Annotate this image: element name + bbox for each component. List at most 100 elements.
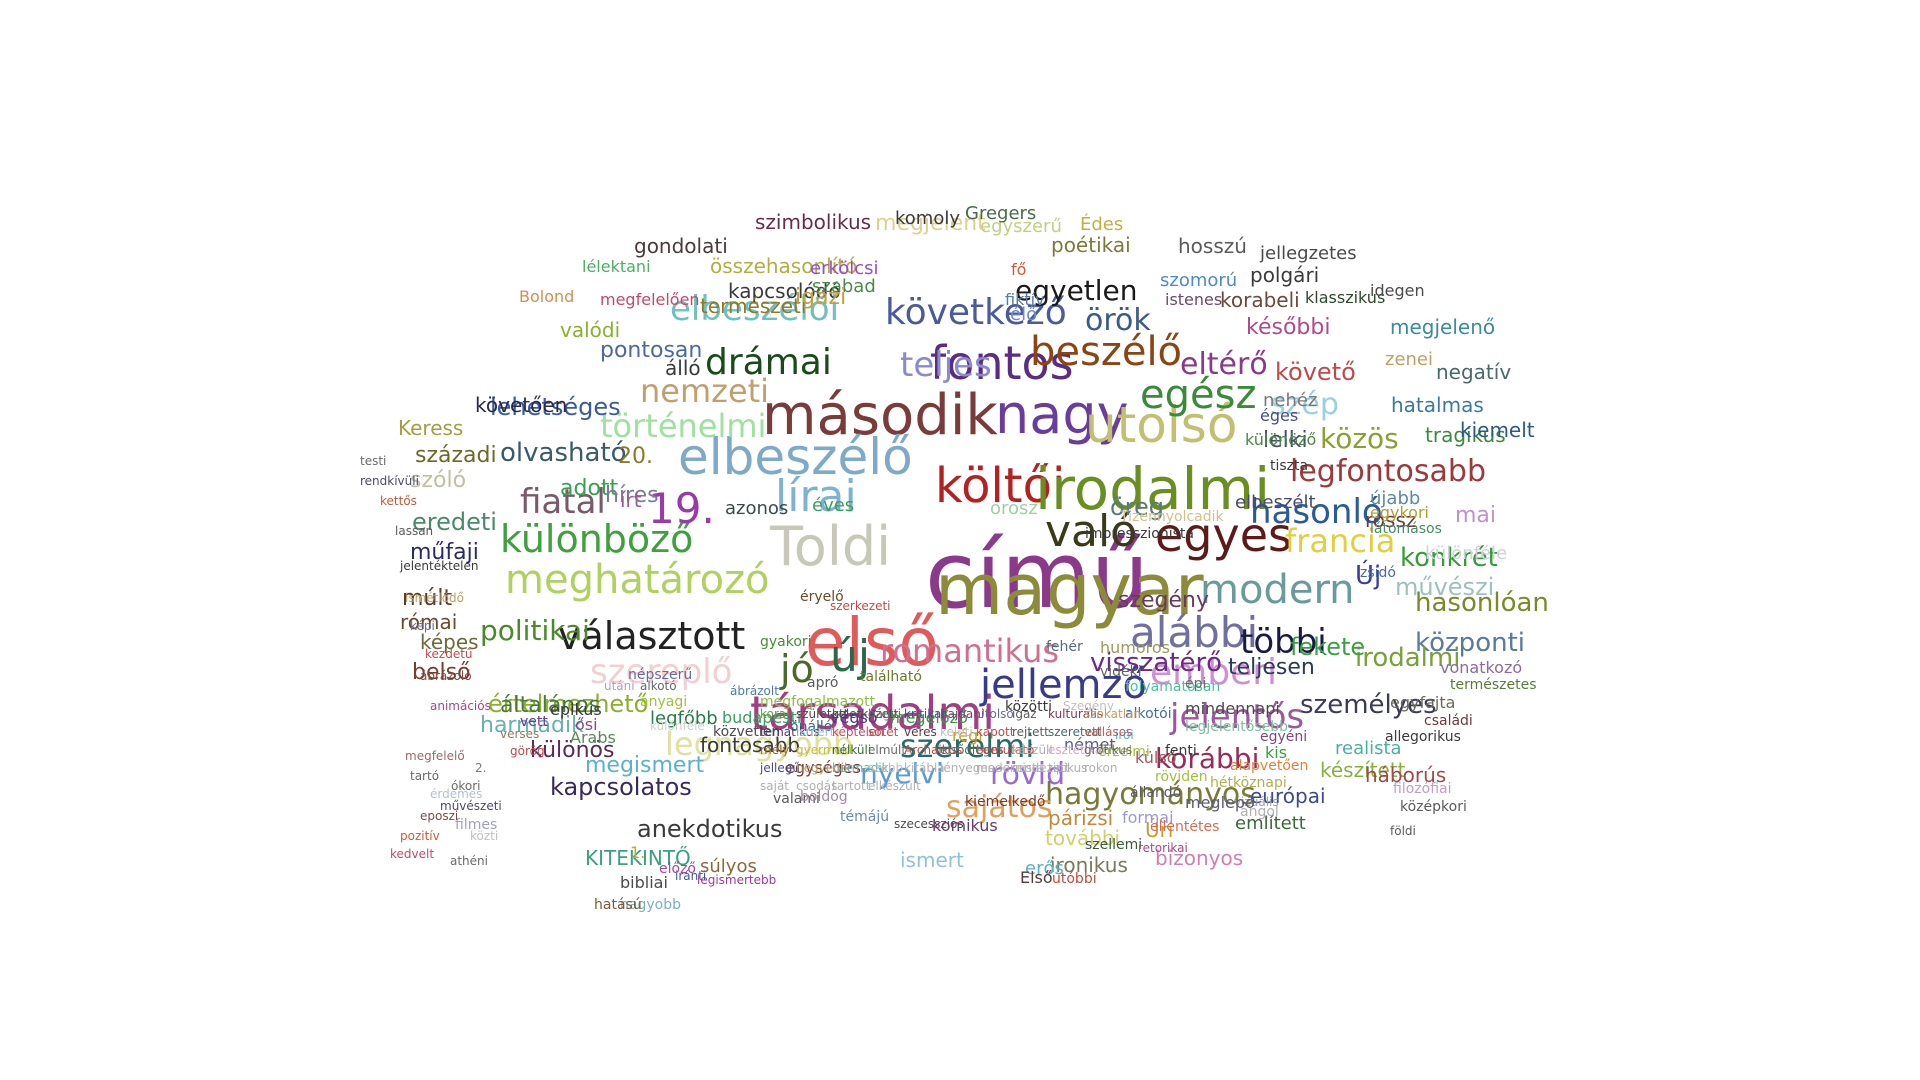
cloud-word: kiemelt	[1460, 418, 1535, 442]
cloud-word: lelki	[1263, 428, 1308, 453]
cloud-word: eredeti	[412, 508, 497, 536]
cloud-word: teljesen	[1228, 655, 1315, 680]
cloud-word: megismert	[585, 753, 705, 778]
cloud-word: testi	[360, 454, 387, 468]
cloud-word: található	[860, 669, 922, 685]
cloud-word: magyar	[935, 549, 1204, 631]
cloud-word: írt	[620, 488, 642, 512]
cloud-word: megfelelően	[600, 290, 700, 309]
cloud-word: épi	[1185, 676, 1207, 692]
cloud-word: Első	[1020, 868, 1053, 887]
cloud-word: pontosan	[600, 338, 703, 363]
cloud-word: képtelen	[832, 725, 884, 739]
cloud-word: rokon	[1084, 761, 1118, 775]
cloud-word: realista	[1335, 738, 1402, 759]
cloud-word: legjelentősebb	[1185, 719, 1289, 735]
cloud-word: fiatal	[520, 482, 606, 522]
cloud-word: iránti	[675, 869, 707, 883]
cloud-word: hajdani	[940, 707, 985, 721]
cloud-word: párizsi	[1048, 806, 1114, 830]
cloud-word: harmadik	[480, 713, 584, 738]
cloud-word: természeti	[700, 294, 807, 318]
cloud-word: általános	[500, 693, 601, 718]
cloud-word: alapvetően	[1230, 758, 1309, 774]
cloud-word: megjelent	[875, 211, 986, 236]
cloud-word: bibliai	[620, 873, 668, 892]
cloud-word: politikai	[480, 614, 590, 647]
cloud-word: vizuális	[1234, 795, 1279, 809]
cloud-word: éryelő	[800, 589, 844, 605]
cloud-word: jellegű	[760, 761, 800, 775]
cloud-word: későbbi	[1246, 315, 1331, 340]
cloud-word: görög	[510, 744, 545, 758]
cloud-word: szecessziós	[894, 817, 964, 831]
cloud-word: zenei	[1385, 349, 1434, 370]
cloud-word: 19.	[648, 484, 715, 533]
cloud-word: keletkezett	[832, 707, 899, 721]
cloud-word: eposzi	[420, 809, 459, 823]
cloud-word: szellemi	[1085, 837, 1143, 853]
cloud-word: szomorú	[1160, 270, 1238, 291]
cloud-word: fenti	[1165, 743, 1197, 759]
cloud-word: tragikus	[1425, 423, 1506, 447]
cloud-word: jellegzetes	[1260, 243, 1357, 264]
cloud-word: elsődleges	[940, 743, 1004, 757]
cloud-word: Utolsó	[976, 707, 1014, 721]
cloud-word: francia	[1285, 522, 1396, 560]
cloud-word: egyfajta	[1390, 693, 1456, 712]
cloud-word: szegény	[1118, 588, 1210, 613]
cloud-word: retorikai	[1138, 841, 1188, 855]
cloud-word: nagyobb	[620, 897, 681, 913]
cloud-word: ellentétes	[1150, 819, 1220, 835]
cloud-word: megelőző	[890, 708, 968, 727]
cloud-word: háborús	[1365, 763, 1447, 787]
cloud-word: követően	[475, 393, 568, 417]
cloud-word: kezdetű	[425, 647, 473, 661]
cloud-word: alkotó	[640, 679, 677, 693]
cloud-word: megjelenő	[1390, 315, 1496, 339]
cloud-word: szebb	[868, 761, 904, 775]
cloud-word: különböző	[500, 517, 694, 561]
cloud-word: athéni	[450, 854, 488, 868]
cloud-word: alábbi	[1130, 608, 1259, 657]
cloud-word: ironikus	[1050, 853, 1128, 877]
cloud-word: megfogalmazott	[760, 694, 876, 710]
cloud-word: tipikus	[1048, 761, 1088, 775]
cloud-word: kapcsolatos	[550, 773, 692, 801]
cloud-word: fontosabb	[700, 733, 801, 757]
cloud-word: beszélő	[1030, 329, 1183, 375]
cloud-word: Toldi	[770, 515, 892, 578]
cloud-word: német	[1064, 735, 1116, 754]
cloud-word: adott	[560, 476, 619, 501]
cloud-word: lényeges	[940, 761, 995, 775]
cloud-word: egyetlen	[1015, 274, 1138, 307]
cloud-word: bizonyos	[1155, 846, 1244, 870]
cloud-word: való	[1045, 506, 1138, 557]
cloud-word: hasonlóan	[1415, 588, 1549, 618]
cloud-word: sajátos	[946, 790, 1053, 825]
cloud-word: készített	[1320, 758, 1406, 782]
cloud-word: végső	[830, 708, 878, 727]
cloud-word: szimbolikus	[755, 210, 872, 234]
cloud-word: szóló	[410, 468, 467, 493]
cloud-word: témájú	[840, 809, 890, 825]
cloud-word: követő	[1275, 358, 1356, 386]
cloud-word: értelmezhető	[488, 690, 649, 718]
cloud-word: gyermeki	[796, 743, 853, 757]
cloud-word: kritikai	[904, 707, 945, 721]
cloud-word: legnagyobb	[665, 725, 854, 763]
cloud-word: külső	[1135, 748, 1177, 767]
cloud-word: sötét	[868, 725, 899, 739]
cloud-word: tartott	[832, 779, 871, 793]
cloud-word: századi	[415, 443, 497, 468]
cloud-word: 20.	[618, 444, 653, 469]
cloud-word: kis	[1265, 743, 1288, 762]
cloud-word: harmadik	[832, 761, 889, 775]
cloud-word: Arabs	[570, 728, 616, 747]
cloud-word: polgári	[1250, 263, 1320, 287]
cloud-word: gondolati	[634, 234, 728, 258]
cloud-word: látomásos	[1370, 521, 1442, 537]
cloud-word: ismert	[900, 848, 964, 872]
cloud-word: Gregers	[965, 203, 1037, 224]
